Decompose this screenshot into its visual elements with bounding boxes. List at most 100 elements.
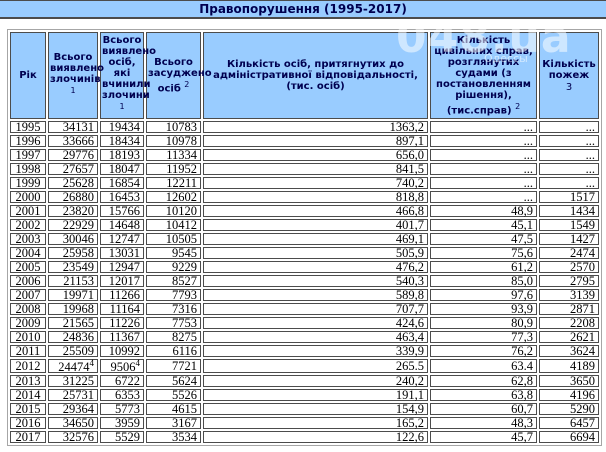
value-cell: ... bbox=[430, 149, 537, 162]
value-cell: 12747 bbox=[100, 233, 144, 246]
value-cell: 4615 bbox=[146, 403, 201, 416]
col-header-year: Рік bbox=[10, 32, 46, 120]
value-cell: 244744 bbox=[48, 358, 98, 374]
table-row: 2006 21153 12017 8527 540,3 85,0 2795 bbox=[10, 275, 599, 288]
footnote-marker: 2 bbox=[515, 102, 521, 111]
value-cell: 9545 bbox=[146, 247, 201, 260]
value-cell: 1427 bbox=[539, 233, 599, 246]
value-cell: 76,2 bbox=[430, 345, 537, 358]
value-cell: 841,5 bbox=[203, 163, 428, 176]
value-cell: 10978 bbox=[146, 135, 201, 148]
value-cell: 505,9 bbox=[203, 247, 428, 260]
value-cell: 23549 bbox=[48, 261, 98, 274]
value-cell: 30046 bbox=[48, 233, 98, 246]
value-cell: 3534 bbox=[146, 431, 201, 444]
value-cell: 6694 bbox=[539, 431, 599, 444]
year-cell: 2002 bbox=[10, 219, 46, 232]
year-cell: 2008 bbox=[10, 303, 46, 316]
table-row: 2002 22929 14648 10412 401,7 45,1 1549 bbox=[10, 219, 599, 232]
value-cell: 8275 bbox=[146, 331, 201, 344]
value-cell: 25731 bbox=[48, 389, 98, 402]
value-cell: 11266 bbox=[100, 289, 144, 302]
table-row: 2009 21565 11226 7753 424,6 80,9 2208 bbox=[10, 317, 599, 330]
year-cell: 2001 bbox=[10, 205, 46, 218]
value-cell: 16453 bbox=[100, 191, 144, 204]
value-cell: 3167 bbox=[146, 417, 201, 430]
value-cell: 466,8 bbox=[203, 205, 428, 218]
table-row: 1996 33666 18434 10978 897,1...... bbox=[10, 135, 599, 148]
value-cell: 27657 bbox=[48, 163, 98, 176]
value-cell: 540,3 bbox=[203, 275, 428, 288]
value-cell: 11367 bbox=[100, 331, 144, 344]
value-cell: 476,2 bbox=[203, 261, 428, 274]
value-cell: ... bbox=[430, 135, 537, 148]
value-cell: 26880 bbox=[48, 191, 98, 204]
col-header-fires: Кількість пожеж 3 bbox=[539, 32, 599, 120]
value-cell: 47,5 bbox=[430, 233, 537, 246]
value-cell: 48,3 bbox=[430, 417, 537, 430]
value-cell: 5773 bbox=[100, 403, 144, 416]
footnote-marker: 4 bbox=[89, 358, 95, 369]
year-cell: 2015 bbox=[10, 403, 46, 416]
value-cell: 33666 bbox=[48, 135, 98, 148]
value-cell: 589,8 bbox=[203, 289, 428, 302]
year-cell: 2013 bbox=[10, 375, 46, 388]
value-cell: 16854 bbox=[100, 177, 144, 190]
col-header-fires-label: Кількість пожеж bbox=[542, 58, 596, 81]
value-cell: 424,6 bbox=[203, 317, 428, 330]
year-cell: 1999 bbox=[10, 177, 46, 190]
value-cell: 707,7 bbox=[203, 303, 428, 316]
value-cell: ... bbox=[430, 177, 537, 190]
value-cell: 6722 bbox=[100, 375, 144, 388]
value-cell: 19434 bbox=[100, 121, 144, 134]
year-cell: 2006 bbox=[10, 275, 46, 288]
year-cell: 2005 bbox=[10, 261, 46, 274]
value-cell: ... bbox=[539, 149, 599, 162]
value-cell: 95064 bbox=[100, 359, 144, 374]
value-cell: 122,6 bbox=[203, 431, 428, 444]
year-cell: 1998 bbox=[10, 163, 46, 176]
table-body: 1995 34131 19434 10783 1363,2...... 1996 33666… bbox=[10, 121, 599, 444]
table-row: 2012 244744 95064 7721 265.5 63.4 4189 bbox=[10, 358, 599, 374]
year-cell: 2012 bbox=[10, 359, 46, 374]
value-cell: 10992 bbox=[100, 345, 144, 358]
value-cell: 1517 bbox=[539, 191, 599, 204]
col-header-year-label: Рік bbox=[19, 70, 37, 82]
value-cell: 2795 bbox=[539, 275, 599, 288]
table-row: 2010 24836 11367 8275 463,4 77,3 2621 bbox=[10, 331, 599, 344]
value-cell: 13031 bbox=[100, 247, 144, 260]
value-cell: 48,9 bbox=[430, 205, 537, 218]
value-cell: 25509 bbox=[48, 345, 98, 358]
value-cell: 5526 bbox=[146, 389, 201, 402]
value-cell: ... bbox=[539, 163, 599, 176]
value-cell: 10120 bbox=[146, 205, 201, 218]
col-header-convicted: Всього засуджено осіб 2 bbox=[146, 32, 212, 120]
value-cell: 11164 bbox=[100, 303, 144, 316]
year-cell: 1997 bbox=[10, 149, 46, 162]
value-cell: 265.5 bbox=[203, 359, 428, 374]
value-cell: 10412 bbox=[146, 219, 201, 232]
table-row: 2003 30046 12747 10505 469,1 47,5 1427 bbox=[10, 233, 599, 246]
year-cell: 2007 bbox=[10, 289, 46, 302]
value-cell: 2871 bbox=[539, 303, 599, 316]
year-cell: 2014 bbox=[10, 389, 46, 402]
value-cell: 656,0 bbox=[203, 149, 428, 162]
value-cell: 2570 bbox=[539, 261, 599, 274]
value-cell: 9229 bbox=[146, 261, 201, 274]
footnote-marker: 2 bbox=[184, 80, 190, 89]
year-cell: 2009 bbox=[10, 317, 46, 330]
value-cell: 12947 bbox=[100, 261, 144, 274]
col-header-crimes-detected: Всього виявлено злочинів 1 bbox=[48, 32, 104, 120]
value-cell: 339,9 bbox=[203, 345, 428, 358]
value-cell: 463,4 bbox=[203, 331, 428, 344]
value-cell: 12602 bbox=[146, 191, 201, 204]
col-header-offenders-label: Всього виявлено осіб, які вчинили злочин… bbox=[102, 35, 156, 101]
value-cell: 93,9 bbox=[430, 303, 537, 316]
value-cell: 191,1 bbox=[203, 389, 428, 402]
table-header-row: Рік Всього виявлено злочинів 1 Всього ви… bbox=[10, 32, 599, 120]
value-cell: 3624 bbox=[539, 345, 599, 358]
value-cell: 31225 bbox=[48, 375, 98, 388]
col-header-civil-cases: Кількість цивільних справ, розглянутих с… bbox=[430, 32, 537, 120]
table-row: 1995 34131 19434 10783 1363,2...... bbox=[10, 121, 599, 134]
value-cell: 3650 bbox=[539, 375, 599, 388]
